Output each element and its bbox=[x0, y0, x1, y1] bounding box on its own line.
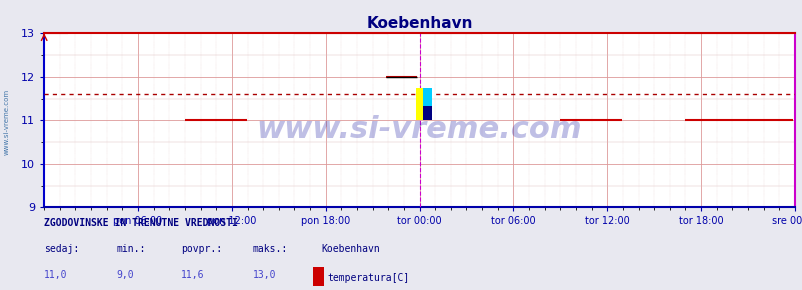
Text: ZGODOVINSKE IN TRENUTNE VREDNOSTI: ZGODOVINSKE IN TRENUTNE VREDNOSTI bbox=[44, 218, 237, 228]
Text: www.si-vreme.com: www.si-vreme.com bbox=[3, 89, 10, 155]
Text: min.:: min.: bbox=[116, 244, 146, 254]
Title: Koebenhavn: Koebenhavn bbox=[366, 16, 472, 31]
Text: maks.:: maks.: bbox=[253, 244, 288, 254]
Text: temperatura[C]: temperatura[C] bbox=[327, 273, 409, 283]
Text: 11,6: 11,6 bbox=[180, 270, 204, 280]
Text: sedaj:: sedaj: bbox=[44, 244, 79, 254]
Bar bbox=[423, 106, 431, 120]
Text: 13,0: 13,0 bbox=[253, 270, 276, 280]
Text: www.si-vreme.com: www.si-vreme.com bbox=[257, 115, 581, 144]
Text: 11,0: 11,0 bbox=[44, 270, 67, 280]
Text: 9,0: 9,0 bbox=[116, 270, 134, 280]
Bar bbox=[415, 88, 423, 120]
Bar bbox=[423, 88, 431, 106]
Text: Koebenhavn: Koebenhavn bbox=[321, 244, 379, 254]
Text: povpr.:: povpr.: bbox=[180, 244, 221, 254]
